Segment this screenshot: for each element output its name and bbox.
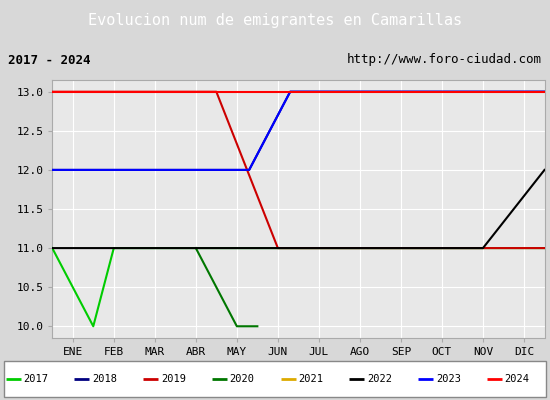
Text: 2018: 2018 xyxy=(92,374,117,384)
Text: 2022: 2022 xyxy=(367,374,392,384)
Text: 2019: 2019 xyxy=(161,374,186,384)
Text: 2017: 2017 xyxy=(23,374,48,384)
Text: 2020: 2020 xyxy=(230,374,255,384)
Text: http://www.foro-ciudad.com: http://www.foro-ciudad.com xyxy=(346,54,542,66)
Text: 2017 - 2024: 2017 - 2024 xyxy=(8,54,91,66)
Text: Evolucion num de emigrantes en Camarillas: Evolucion num de emigrantes en Camarilla… xyxy=(88,14,462,28)
Text: 2021: 2021 xyxy=(298,374,323,384)
Text: 2024: 2024 xyxy=(505,374,530,384)
FancyBboxPatch shape xyxy=(4,361,546,397)
Text: 2023: 2023 xyxy=(436,374,461,384)
